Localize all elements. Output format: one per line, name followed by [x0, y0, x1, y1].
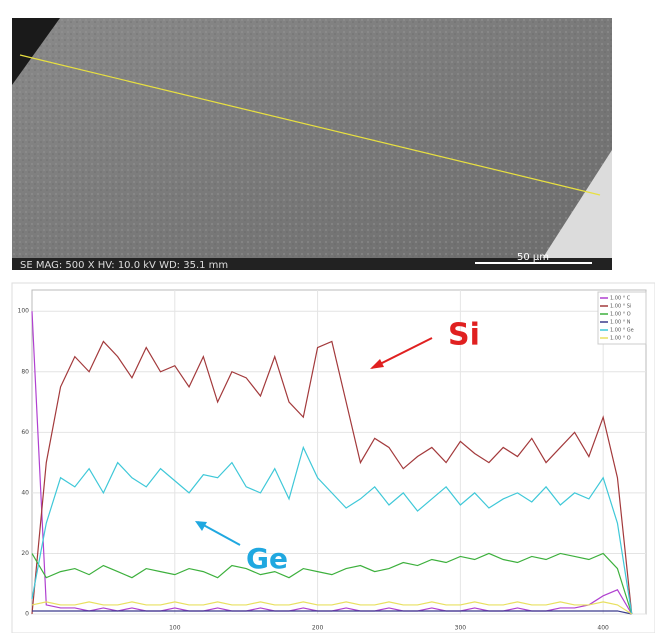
figure: SE MAG: 500 X HV: 10.0 kV WD: 35.1 mm 50…: [0, 0, 655, 633]
scale-bar: 50 µm: [517, 252, 549, 263]
legend-label: 1.00 ° O: [610, 312, 631, 318]
y-tick-label: 60: [21, 429, 29, 436]
x-tick-label: 300: [455, 625, 467, 632]
legend-label: 1.00 ° Ge: [610, 328, 634, 334]
y-tick-label: 40: [21, 489, 29, 496]
sem-caption: SE MAG: 500 X HV: 10.0 kV WD: 35.1 mm: [20, 260, 228, 271]
sem-image: SE MAG: 500 X HV: 10.0 kV WD: 35.1 mm 50…: [12, 18, 612, 271]
y-tick-label: 20: [21, 550, 29, 557]
legend-label: 1.00 ° Si: [610, 304, 631, 310]
plot-area: [32, 290, 646, 614]
page: {"image": {"caption": "SE MAG: 500 X HV:…: [0, 0, 655, 633]
legend-label: 1.00 ° O: [610, 336, 631, 342]
y-tick-label: 0: [25, 611, 29, 618]
x-tick-label: 400: [597, 625, 609, 632]
x-tick-label: 100: [169, 625, 181, 632]
y-tick-label: 100: [18, 308, 30, 315]
legend-label: 1.00 ° C: [610, 296, 631, 302]
plot: 0 20 40 60 80 100 100 200 300 400 1.00 ° C 1.00 ° S…: [18, 290, 646, 632]
legend-label: 1.00 ° N: [610, 320, 631, 326]
annotation: Si: [448, 318, 480, 353]
x-tick-label: 200: [312, 625, 324, 632]
y-tick-label: 80: [21, 368, 29, 375]
annotation: Ge: [246, 542, 288, 575]
